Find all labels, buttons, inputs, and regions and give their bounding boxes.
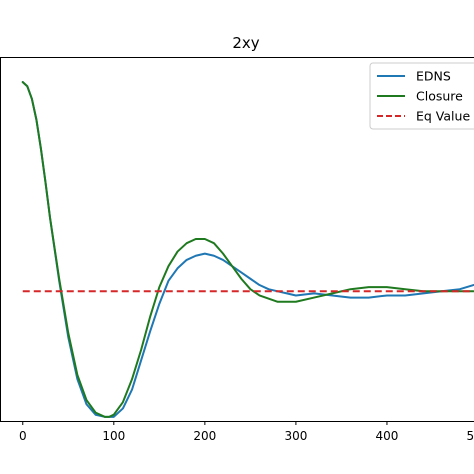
- x-tick-label: 100: [102, 429, 125, 443]
- x-axis-ticks: 0 100 200 300 400 500: [19, 421, 474, 443]
- x-tick-label: 300: [284, 429, 307, 443]
- x-tick-label: 400: [375, 429, 398, 443]
- legend-label: Closure: [416, 89, 463, 104]
- x-tick-label: 0: [19, 429, 27, 443]
- chart-title: 2xy: [232, 34, 259, 52]
- legend-label: Eq Value: [416, 109, 470, 124]
- series-layer: [21, 81, 474, 418]
- x-tick-label: 500: [467, 429, 474, 443]
- legend-label: EDNS: [416, 69, 451, 84]
- legend-box: [369, 62, 474, 130]
- series-line-closure: [21, 81, 474, 418]
- x-tick-label: 200: [193, 429, 216, 443]
- axes-frame: [0, 57, 474, 422]
- legend: EDNS Closure Eq Value: [369, 62, 474, 130]
- series-line-edns: [21, 81, 474, 418]
